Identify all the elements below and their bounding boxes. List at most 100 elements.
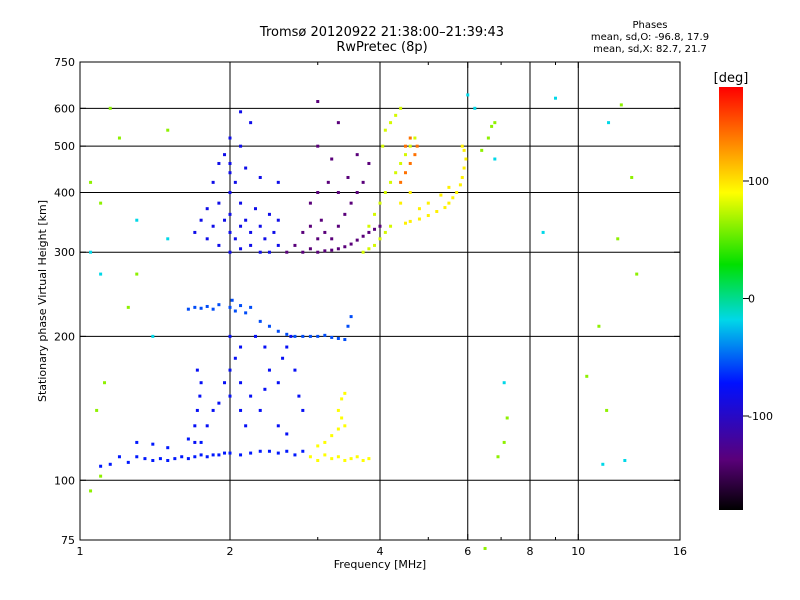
data-point xyxy=(199,440,203,444)
data-point xyxy=(316,334,320,338)
data-point xyxy=(336,408,340,412)
data-point xyxy=(228,230,232,234)
data-point xyxy=(267,324,271,328)
data-point xyxy=(228,250,232,254)
data-point xyxy=(217,201,221,205)
data-point xyxy=(378,224,382,228)
data-point xyxy=(323,453,327,457)
data-point xyxy=(249,451,253,455)
data-point xyxy=(373,227,377,231)
data-point xyxy=(99,272,103,276)
data-point xyxy=(394,113,398,117)
data-point xyxy=(349,457,353,461)
data-point xyxy=(293,368,297,372)
data-point xyxy=(502,381,506,385)
y-tick-label: 75 xyxy=(61,534,75,547)
data-point xyxy=(244,424,248,428)
data-point xyxy=(143,457,147,461)
data-point xyxy=(460,144,464,148)
data-point xyxy=(276,243,280,247)
data-point xyxy=(205,237,209,241)
phase-stats-o-mode: mean, sd,O: -96.8, 17.9 xyxy=(590,32,710,43)
data-point xyxy=(635,272,639,276)
data-point xyxy=(336,336,340,340)
data-point xyxy=(383,230,387,234)
data-point xyxy=(205,304,209,308)
data-point xyxy=(605,408,609,412)
data-point xyxy=(462,148,466,152)
data-point xyxy=(316,250,320,254)
y-tick-label: 400 xyxy=(54,186,75,199)
data-point xyxy=(276,329,280,333)
data-point xyxy=(233,309,237,313)
chart-title-line1: Tromsø 20120922 21:38:00–21:39:43 xyxy=(259,25,505,40)
data-point xyxy=(233,180,237,184)
data-point xyxy=(205,424,209,428)
data-point xyxy=(408,219,412,223)
data-point xyxy=(486,136,490,140)
data-point xyxy=(408,144,412,148)
data-point xyxy=(493,121,497,125)
data-point xyxy=(199,381,203,385)
data-point xyxy=(355,455,359,459)
data-point xyxy=(601,462,605,466)
data-point xyxy=(308,247,312,251)
data-point xyxy=(239,304,243,308)
grid-lines xyxy=(80,62,680,540)
data-point xyxy=(330,157,334,161)
y-tick-label: 200 xyxy=(54,330,75,343)
data-point xyxy=(585,374,589,378)
data-point xyxy=(281,356,285,360)
data-point xyxy=(211,180,215,184)
data-point xyxy=(323,249,327,253)
data-point xyxy=(135,440,139,444)
y-tick-label: 600 xyxy=(54,102,75,115)
data-point xyxy=(464,157,468,161)
data-point xyxy=(263,237,267,241)
data-point xyxy=(389,224,393,228)
data-point xyxy=(103,381,107,385)
data-point xyxy=(211,307,215,311)
data-point xyxy=(343,424,347,428)
data-point xyxy=(217,401,221,405)
data-point xyxy=(381,144,385,148)
x-tick-label: 8 xyxy=(527,545,534,558)
y-tick-label: 750 xyxy=(54,56,75,69)
data-point xyxy=(217,161,221,165)
data-point xyxy=(228,368,232,372)
data-point xyxy=(316,458,320,462)
data-point xyxy=(289,334,293,338)
data-point xyxy=(367,230,371,234)
data-point xyxy=(319,218,323,222)
data-point xyxy=(460,175,464,179)
data-point xyxy=(223,451,227,455)
data-point xyxy=(293,243,297,247)
data-point xyxy=(343,245,347,249)
data-point xyxy=(166,458,170,462)
data-point xyxy=(316,444,320,448)
data-point xyxy=(89,180,93,184)
data-point xyxy=(343,458,347,462)
data-point xyxy=(336,427,340,431)
data-point xyxy=(330,457,334,461)
data-point xyxy=(349,242,353,246)
data-point xyxy=(389,180,393,184)
data-point xyxy=(316,144,320,148)
data-point xyxy=(316,100,320,104)
data-point xyxy=(117,455,121,459)
data-point xyxy=(285,250,289,254)
data-point xyxy=(258,175,262,179)
data-point xyxy=(193,455,197,459)
data-point xyxy=(367,247,371,251)
data-point xyxy=(199,453,203,457)
data-point xyxy=(326,180,330,184)
data-point xyxy=(330,237,334,241)
data-point xyxy=(336,455,340,459)
data-point xyxy=(253,334,257,338)
data-point xyxy=(355,238,359,242)
data-point xyxy=(541,230,545,234)
data-point xyxy=(195,408,199,412)
data-point xyxy=(166,237,170,241)
data-point xyxy=(616,237,620,241)
